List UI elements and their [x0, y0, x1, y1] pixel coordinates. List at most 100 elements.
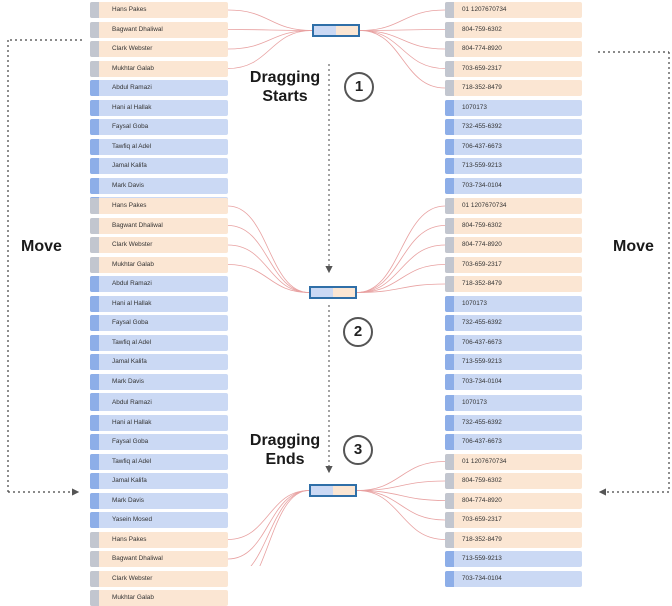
row-handle[interactable] [445, 276, 454, 292]
row-handle[interactable] [90, 177, 99, 194]
stage3-name-row[interactable]: Hans Pakes [90, 531, 228, 548]
stage3-name-row[interactable]: Hani al Hallak [90, 414, 228, 431]
stage2-name-row[interactable]: Hani al Hallak [90, 295, 228, 312]
row-handle[interactable] [90, 354, 99, 370]
stage2-phone-row[interactable]: 706-437-6673 [445, 334, 582, 351]
row-handle[interactable] [445, 237, 454, 253]
stage3-name-row[interactable]: Faysal Goba [90, 434, 228, 450]
stage1-name-row[interactable]: Faysal Goba [90, 119, 228, 135]
row-handle[interactable] [445, 41, 454, 57]
row-handle[interactable] [90, 60, 99, 77]
row-handle[interactable] [445, 395, 454, 411]
row-handle[interactable] [90, 138, 99, 155]
stage1-phone-row[interactable]: 804-774-8920 [445, 41, 582, 57]
row-handle[interactable] [90, 80, 99, 96]
stage1-name-row[interactable]: Mukhtar Galab [90, 60, 228, 77]
stage3-name-row[interactable]: Clark Webster [90, 570, 228, 587]
row-handle[interactable] [90, 414, 99, 431]
row-handle[interactable] [445, 531, 454, 548]
stage1-name-row[interactable]: Hani al Hallak [90, 99, 228, 116]
row-handle[interactable] [445, 256, 454, 273]
stage1-phone-row[interactable]: 732-455-6392 [445, 119, 582, 135]
stage1-phone-row[interactable]: 703-659-2317 [445, 60, 582, 77]
stage3-phone-row[interactable]: 804-759-6302 [445, 473, 582, 489]
row-handle[interactable] [90, 453, 99, 470]
row-handle[interactable] [90, 217, 99, 234]
stage2-name-row[interactable]: Mark Davis [90, 373, 228, 390]
stage2-name-row[interactable]: Clark Webster [90, 237, 228, 253]
stage2-phone-row[interactable]: 703-734-0104 [445, 373, 582, 390]
row-handle[interactable] [445, 60, 454, 77]
stage3-name-row[interactable]: Jamal Kalifa [90, 473, 228, 489]
row-handle[interactable] [445, 177, 454, 194]
row-handle[interactable] [90, 2, 99, 18]
row-handle[interactable] [90, 276, 99, 292]
stage3-name-row[interactable]: Tawfiq al Adel [90, 453, 228, 470]
row-handle[interactable] [445, 138, 454, 155]
stage1-name-row[interactable]: Jamal Kalifa [90, 158, 228, 174]
row-handle[interactable] [445, 414, 454, 431]
stage2-name-row[interactable]: Hans Pakes [90, 198, 228, 214]
stage1-name-row[interactable]: Tawfiq al Adel [90, 138, 228, 155]
stage1-phone-row[interactable]: 718-352-8479 [445, 80, 582, 96]
stage1-name-row[interactable]: Bagwant Dhaliwal [90, 21, 228, 38]
row-handle[interactable] [445, 453, 454, 470]
row-handle[interactable] [445, 492, 454, 509]
row-handle[interactable] [445, 80, 454, 96]
row-handle[interactable] [90, 158, 99, 174]
stage2-phone-row[interactable]: 732-455-6392 [445, 315, 582, 331]
row-handle[interactable] [445, 434, 454, 450]
stage2-phone-row[interactable]: 804-774-8920 [445, 237, 582, 253]
row-handle[interactable] [90, 531, 99, 548]
row-handle[interactable] [445, 217, 454, 234]
row-handle[interactable] [90, 492, 99, 509]
stage2-name-row[interactable]: Faysal Goba [90, 315, 228, 331]
row-handle[interactable] [90, 99, 99, 116]
stage2-phone-row[interactable]: 1070173 [445, 295, 582, 312]
row-handle[interactable] [90, 570, 99, 587]
stage2-name-row[interactable]: Abdul Ramazi [90, 276, 228, 292]
row-handle[interactable] [90, 198, 99, 214]
stage3-phone-row[interactable]: 718-352-8479 [445, 531, 582, 548]
row-handle[interactable] [90, 434, 99, 450]
row-handle[interactable] [90, 119, 99, 135]
stage3-phone-row[interactable]: 1070173 [445, 395, 582, 411]
row-handle[interactable] [445, 2, 454, 18]
row-handle[interactable] [90, 237, 99, 253]
stage3-name-row[interactable]: Mukhtar Galab [90, 590, 228, 606]
stage3-name-row[interactable]: Mark Davis [90, 492, 228, 509]
stage1-name-row[interactable]: Mark Davis [90, 177, 228, 194]
row-handle[interactable] [445, 21, 454, 38]
row-handle[interactable] [445, 570, 454, 587]
row-handle[interactable] [90, 590, 99, 606]
row-handle[interactable] [445, 354, 454, 370]
stage2-phone-row[interactable]: 718-352-8479 [445, 276, 582, 292]
stage3-name-row[interactable]: Abdul Ramazi [90, 395, 228, 411]
row-handle[interactable] [90, 295, 99, 312]
row-handle[interactable] [90, 334, 99, 351]
row-handle[interactable] [90, 512, 99, 528]
row-handle[interactable] [90, 473, 99, 489]
stage2-name-row[interactable]: Bagwant Dhaliwal [90, 217, 228, 234]
stage2-phone-row[interactable]: 01 1207670734 [445, 198, 582, 214]
stage3-phone-row[interactable]: 713-559-9213 [445, 551, 582, 567]
stage2-phone-row[interactable]: 713-559-9213 [445, 354, 582, 370]
stage1-phone-row[interactable]: 804-759-6302 [445, 21, 582, 38]
row-handle[interactable] [90, 551, 99, 567]
stage2-phone-row[interactable]: 804-759-6302 [445, 217, 582, 234]
stage3-name-row[interactable]: Yasein Mosed [90, 512, 228, 528]
row-handle[interactable] [445, 158, 454, 174]
row-handle[interactable] [90, 373, 99, 390]
stage3-phone-row[interactable]: 732-455-6392 [445, 414, 582, 431]
stage1-phone-row[interactable]: 713-559-9213 [445, 158, 582, 174]
stage3-phone-row[interactable]: 706-437-6673 [445, 434, 582, 450]
stage2-phone-row[interactable]: 703-659-2317 [445, 256, 582, 273]
drag-box[interactable] [309, 484, 357, 497]
row-handle[interactable] [90, 256, 99, 273]
row-handle[interactable] [90, 395, 99, 411]
row-handle[interactable] [445, 512, 454, 528]
row-handle[interactable] [445, 198, 454, 214]
row-handle[interactable] [445, 295, 454, 312]
stage1-phone-row[interactable]: 01 1207670734 [445, 2, 582, 18]
row-handle[interactable] [445, 99, 454, 116]
